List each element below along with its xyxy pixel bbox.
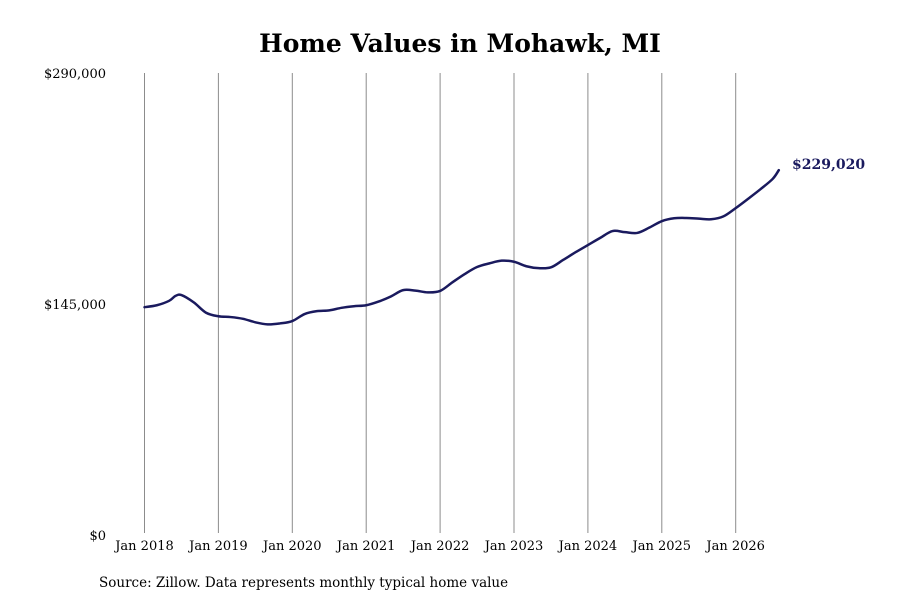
y-tick-label: $290,000 xyxy=(44,67,106,82)
x-tick-label: Jan 2021 xyxy=(335,539,396,554)
grid-lines xyxy=(144,73,737,533)
chart-title: Home Values in Mohawk, MI xyxy=(259,29,661,58)
y-tick-label: $0 xyxy=(89,529,106,544)
x-tick-label: Jan 2019 xyxy=(187,539,248,554)
x-tick-label: Jan 2020 xyxy=(261,539,322,554)
x-tick-label: Jan 2018 xyxy=(113,539,174,554)
x-tick-label: Jan 2023 xyxy=(483,539,544,554)
x-tick-label: Jan 2022 xyxy=(409,539,470,554)
series-line xyxy=(143,168,781,326)
x-tick-label: Jan 2024 xyxy=(557,539,618,554)
last-value-label: $229,020 xyxy=(792,157,865,173)
y-axis-ticks: $290,000 $145,000 $0 xyxy=(44,67,106,544)
x-tick-label: Jan 2026 xyxy=(704,539,765,554)
x-tick-label: Jan 2025 xyxy=(631,539,692,554)
x-axis-ticks: Jan 2018 Jan 2019 Jan 2020 Jan 2021 Jan 2022… xyxy=(113,539,765,554)
source-note: Source: Zillow. Data represents monthly … xyxy=(99,575,508,591)
y-tick-label: $145,000 xyxy=(44,298,106,313)
